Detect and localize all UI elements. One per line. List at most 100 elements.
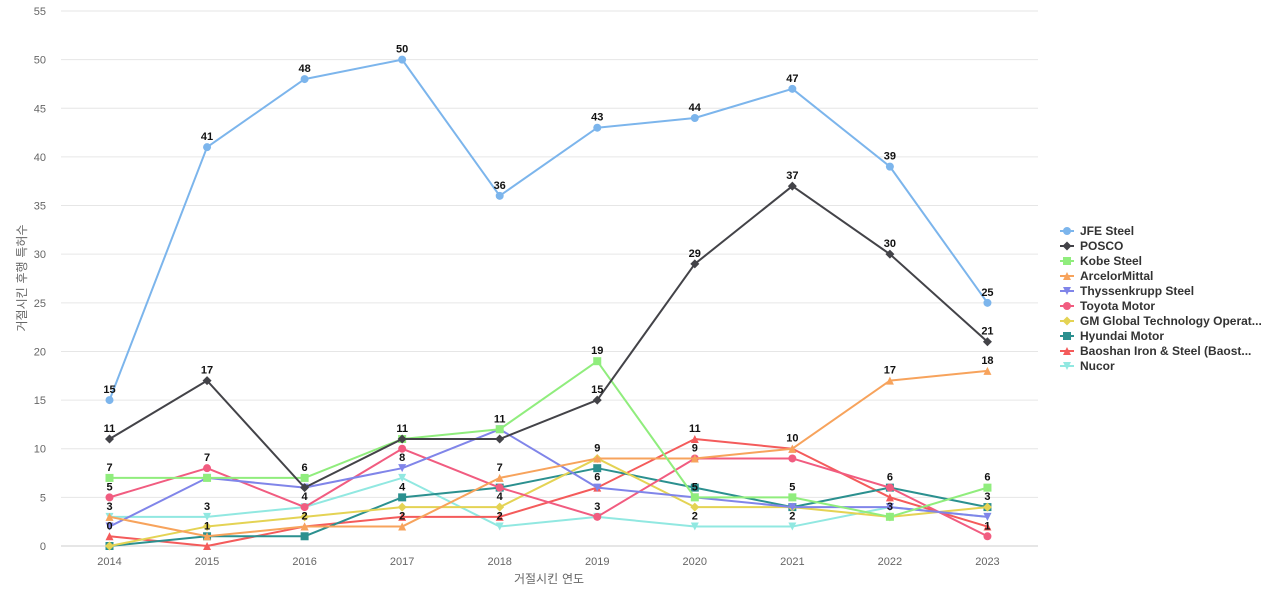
data-point <box>885 512 894 521</box>
data-point <box>593 123 602 132</box>
data-point <box>203 143 212 152</box>
legend-item[interactable]: Toyota Motor <box>1060 299 1155 313</box>
data-point <box>202 522 212 532</box>
y-tick-label: 25 <box>34 298 46 310</box>
legend-marker <box>1063 287 1071 295</box>
data-point <box>398 473 407 482</box>
data-point <box>690 435 699 443</box>
series-line <box>109 476 988 528</box>
legend-item[interactable]: Nucor <box>1060 359 1115 373</box>
y-tick-label: 45 <box>34 103 46 115</box>
legend-label: POSCO <box>1080 239 1123 253</box>
data-point <box>788 493 797 502</box>
data-point <box>203 512 212 521</box>
data-point <box>398 493 407 502</box>
data-point <box>495 502 505 512</box>
legend-label: GM Global Technology Operat... <box>1080 314 1262 328</box>
data-point <box>398 512 407 521</box>
data-point <box>202 376 212 386</box>
legend-item[interactable]: ArcelorMittal <box>1060 269 1153 283</box>
y-tick-label: 40 <box>34 152 46 164</box>
legend-item[interactable]: Thyssenkrupp Steel <box>1060 284 1194 298</box>
data-point <box>300 75 309 84</box>
y-axis-title: 거절시킨 후행 특허수 <box>14 225 29 332</box>
data-point <box>690 493 699 502</box>
data-label: 0 <box>106 520 112 532</box>
data-label: 9 <box>594 442 600 454</box>
data-label: 36 <box>494 180 506 192</box>
data-point <box>300 522 309 531</box>
series-line <box>109 447 988 538</box>
data-point <box>398 55 407 64</box>
data-point <box>593 512 602 521</box>
data-point <box>593 464 602 473</box>
legend-marker <box>1062 241 1072 251</box>
data-label: 44 <box>689 102 702 114</box>
data-point <box>788 444 797 453</box>
legend-label: Kobe Steel <box>1080 254 1142 268</box>
data-label: 8 <box>399 452 405 464</box>
legend-item[interactable]: POSCO <box>1060 239 1123 253</box>
data-label: 2 <box>692 511 698 523</box>
data-point <box>495 434 505 444</box>
data-point <box>105 512 114 521</box>
data-point <box>885 376 894 385</box>
legend-item[interactable]: Kobe Steel <box>1060 254 1142 268</box>
data-point <box>105 434 114 444</box>
legend-item[interactable]: Baoshan Iron & Steel (Baost... <box>1060 344 1251 358</box>
data-point <box>495 473 504 482</box>
data-label: 4 <box>497 491 504 503</box>
x-tick-label: 2023 <box>975 556 999 568</box>
data-label: 21 <box>981 326 993 338</box>
series-line <box>109 360 988 518</box>
data-point <box>885 493 894 502</box>
data-label: 3 <box>594 501 600 513</box>
data-label: 43 <box>591 112 603 124</box>
data-point <box>592 395 602 405</box>
x-tick-label: 2021 <box>780 556 804 568</box>
data-point <box>105 493 114 502</box>
data-point <box>203 542 212 550</box>
data-label: 29 <box>689 248 701 260</box>
data-label: 5 <box>106 481 112 493</box>
data-label: 3 <box>106 501 112 513</box>
legend-marker <box>1063 347 1071 355</box>
data-label: 41 <box>201 131 213 143</box>
data-label: 15 <box>103 384 115 396</box>
data-label: 7 <box>204 452 210 464</box>
series-kobe-steel <box>105 357 992 521</box>
legend-label: ArcelorMittal <box>1080 269 1153 283</box>
y-tick-label: 10 <box>34 444 46 456</box>
data-label: 17 <box>884 365 896 377</box>
x-tick-label: 2015 <box>195 556 219 568</box>
legend-item[interactable]: Hyundai Motor <box>1060 329 1164 343</box>
data-label: 6 <box>302 462 308 474</box>
data-label: 17 <box>201 365 213 377</box>
data-label: 15 <box>591 384 603 396</box>
data-point <box>690 259 700 269</box>
y-tick-label: 20 <box>34 346 46 358</box>
legend-marker <box>1063 302 1071 310</box>
data-point <box>495 483 504 492</box>
series-line <box>108 185 989 489</box>
data-point <box>690 502 700 512</box>
data-label: 9 <box>692 442 698 454</box>
data-point <box>105 541 114 551</box>
legend-item[interactable]: JFE Steel <box>1060 224 1134 238</box>
data-point <box>788 454 797 463</box>
data-label: 3 <box>984 491 990 503</box>
legend-label: Hyundai Motor <box>1080 329 1164 343</box>
data-point <box>983 532 992 541</box>
data-label: 18 <box>981 355 993 367</box>
data-point <box>398 444 407 453</box>
data-label: 50 <box>396 44 408 56</box>
data-label: 2 <box>302 511 308 523</box>
series-line <box>109 369 988 538</box>
y-tick-label: 35 <box>34 201 46 213</box>
x-tick-label: 2022 <box>878 556 902 568</box>
data-point <box>203 464 212 473</box>
x-tick-label: 2018 <box>487 556 511 568</box>
data-point <box>495 522 504 531</box>
legend-item[interactable]: GM Global Technology Operat... <box>1060 314 1262 328</box>
